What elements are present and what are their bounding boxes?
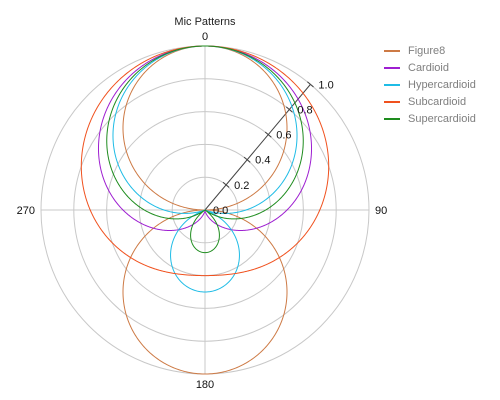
legend-swatch [384,66,400,69]
radial-tick-label: 0.2 [234,180,249,192]
angular-tick-label: 270 [17,205,35,217]
chart-title: Mic Patterns [174,16,236,28]
angular-tick-label: 90 [375,205,387,217]
series-line-subcardioid [80,45,330,277]
radial-tick [307,81,314,88]
legend-label: Supercardioid [408,112,476,125]
angular-tick-label: 0 [202,31,208,43]
legend-swatch [384,83,400,86]
radial-tick-label: 0.0 [213,205,228,217]
series-line-figure8 [122,45,288,375]
axis-labels: 0.0 0.2 0.4 0.6 0.8 1.0 0 90 180 270 [17,31,388,391]
legend-item: Cardioid [384,59,476,76]
radial-tick [243,156,251,163]
series-line-hypercardioid [112,45,298,293]
radial-tick-label: 0.6 [276,130,291,142]
series-line-supercardioid [106,45,304,254]
legend: Figure8 Cardioid Hypercardioid Subcardioid S… [384,42,476,127]
legend-item: Subcardioid [384,93,476,110]
radial-tick-label: 0.8 [297,104,312,116]
radial-tick [264,131,272,138]
legend-label: Hypercardioid [408,78,476,91]
legend-swatch [384,100,400,103]
radial-axis-line [204,84,311,211]
radial-tick-label: 1.0 [318,79,333,91]
legend-swatch [384,49,400,52]
series-lines [80,45,330,375]
legend-item: Figure8 [384,42,476,59]
radial-tick [285,106,293,113]
radial-tick-label: 0.4 [255,155,270,167]
legend-label: Cardioid [408,61,449,74]
legend-item: Hypercardioid [384,76,476,93]
radial-tick [222,181,230,188]
polar-grid [40,45,370,375]
legend-item: Supercardioid [384,110,476,127]
legend-label: Figure8 [408,44,446,57]
legend-swatch [384,117,400,120]
series-line-cardioid [97,45,313,231]
angular-tick-label: 180 [196,379,214,391]
legend-label: Subcardioid [408,95,467,108]
